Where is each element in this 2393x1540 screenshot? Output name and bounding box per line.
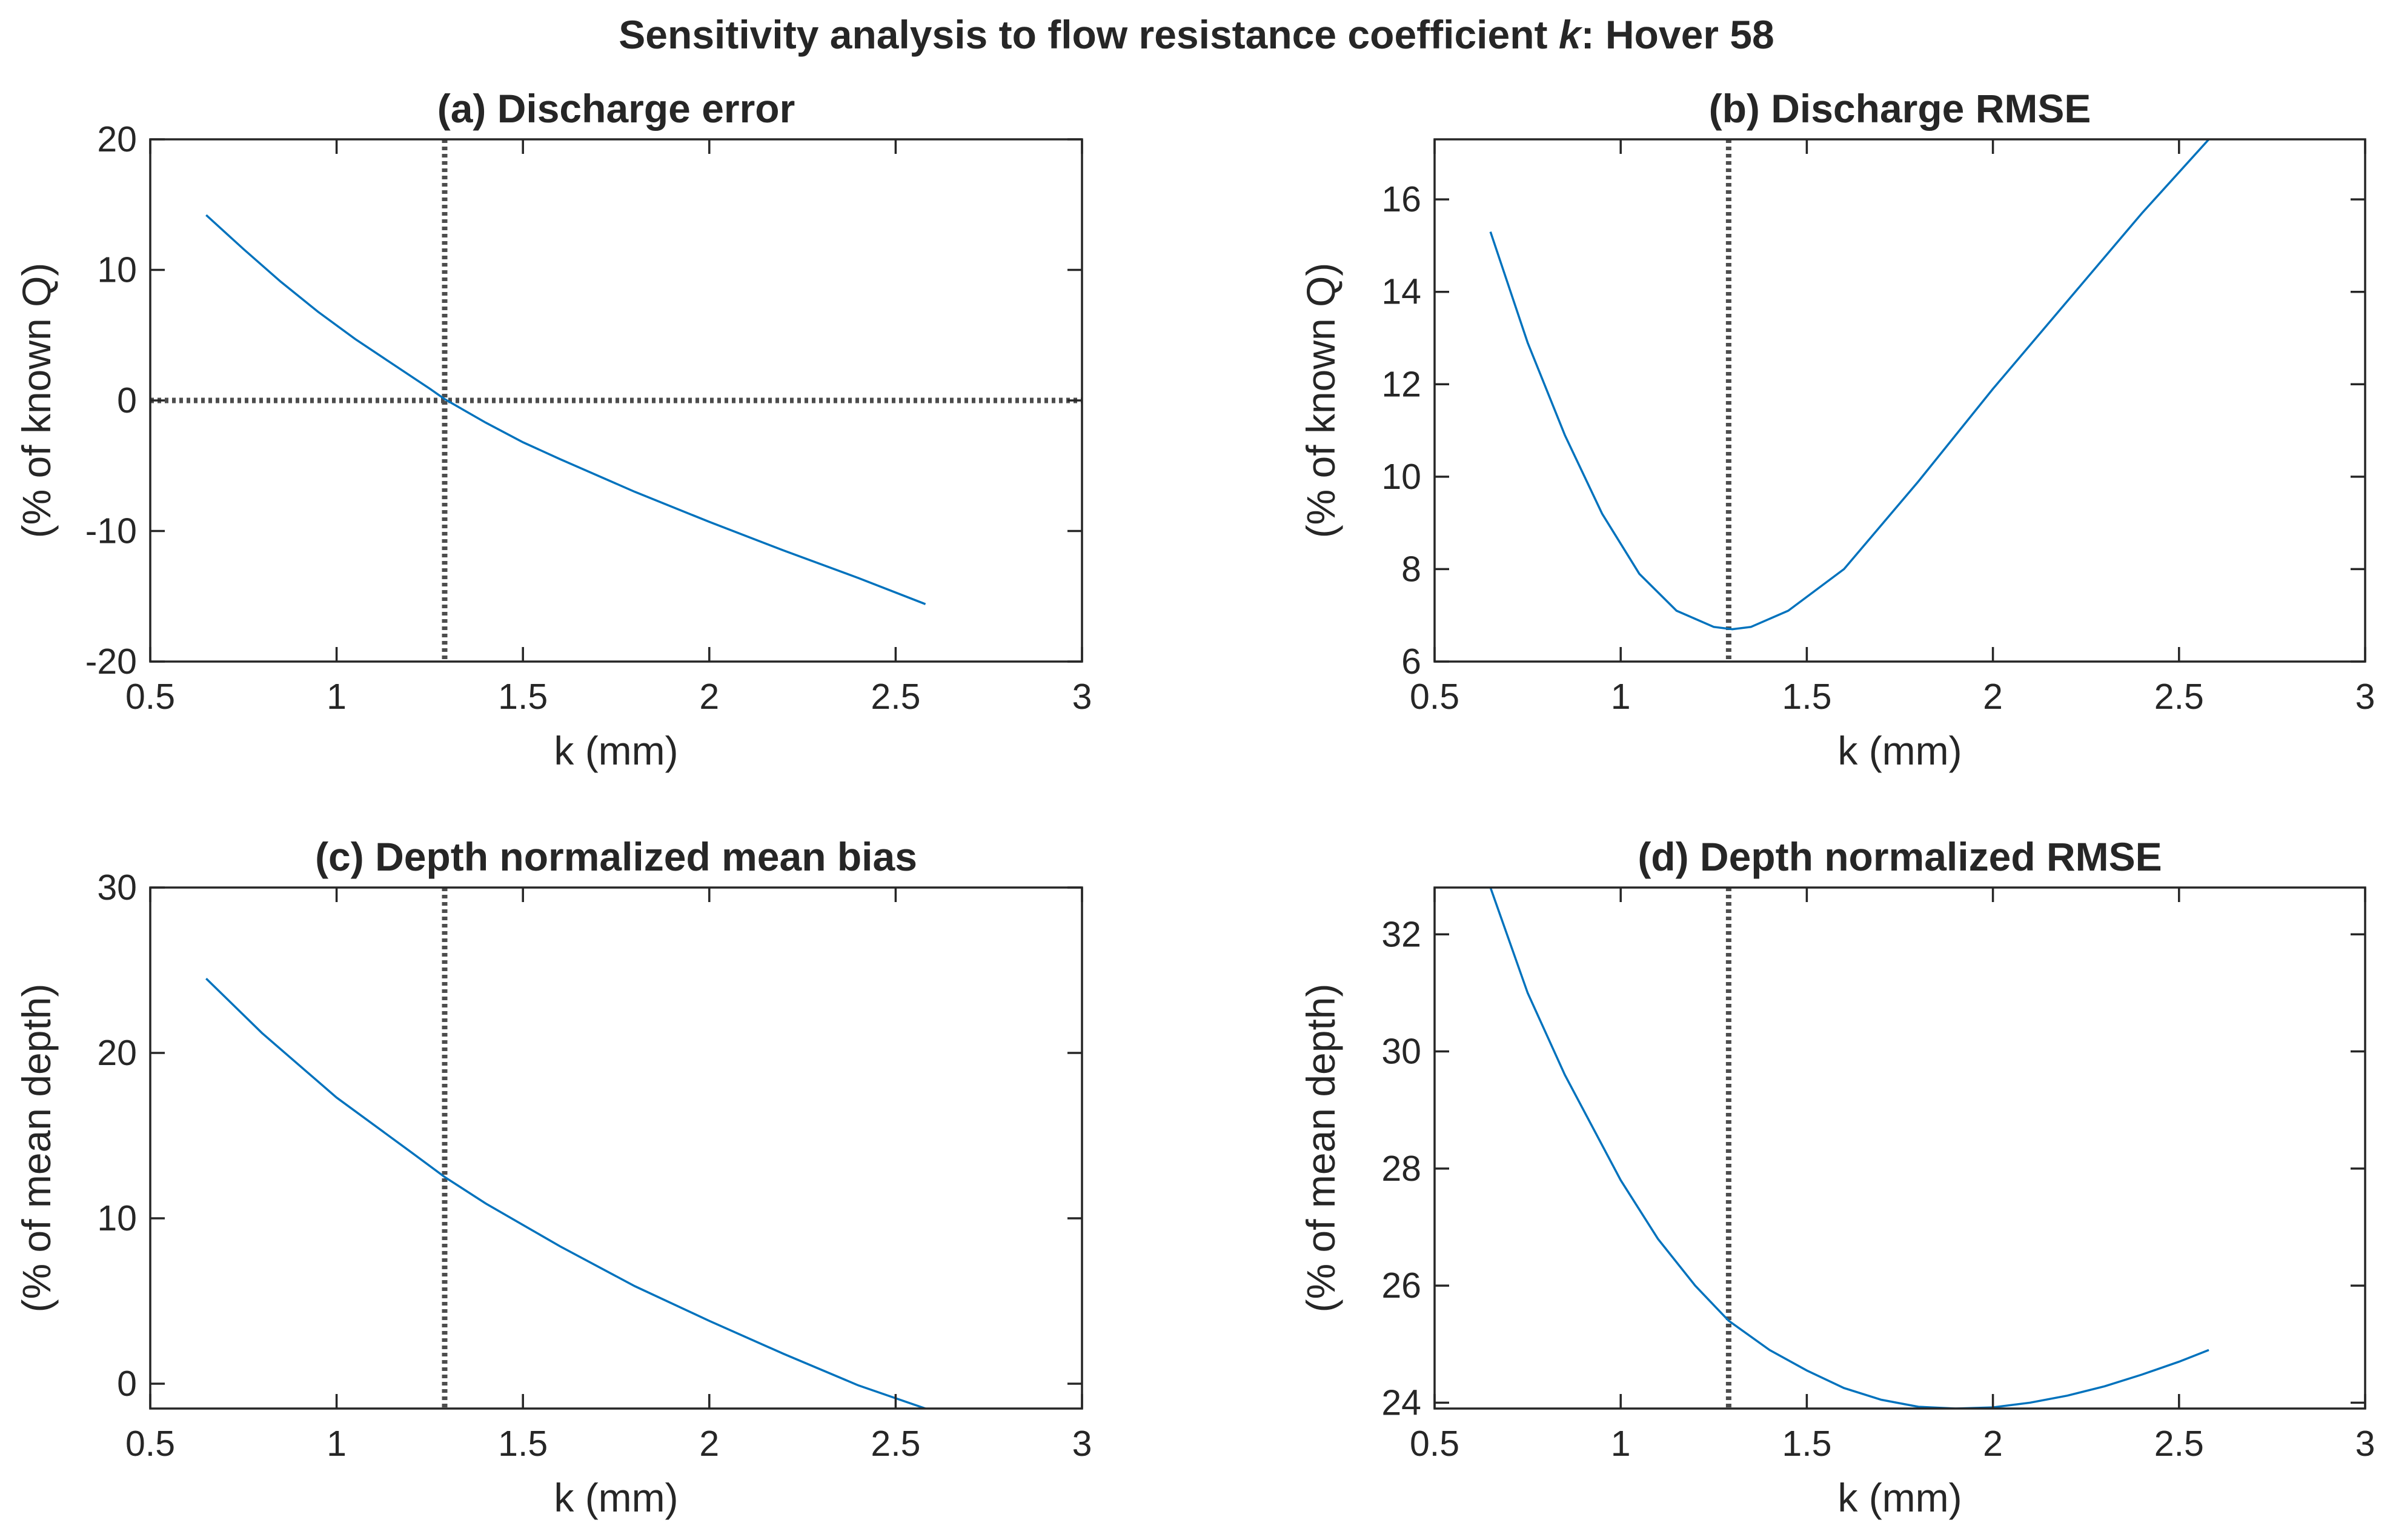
panel-b-axes-frame bbox=[1433, 138, 2366, 663]
panel-b-title: (b) Discharge RMSE bbox=[1709, 86, 2091, 131]
panel-b-xtick-label-3: 2 bbox=[1983, 677, 2003, 717]
panel-b-ytick-label-3: 12 bbox=[1381, 364, 1421, 404]
panel-b-plot-area bbox=[1489, 139, 2210, 662]
panel-c-axes-frame bbox=[149, 886, 1083, 1410]
panel-d: 0.5 1 1.5 2 2.5 3 24 26 28 30 32 (d) Depth normaliz… bbox=[1298, 834, 2375, 1520]
panel-b: 0.5 1 1.5 2 2.5 3 6 8 10 12 14 16 (b) Discharge RMSE… bbox=[1298, 86, 2375, 773]
panel-d-ytick-label-1: 26 bbox=[1381, 1266, 1421, 1306]
panel-b-ytick-label-5: 16 bbox=[1381, 179, 1421, 219]
panel-c-xtick-label-1: 1 bbox=[327, 1424, 347, 1464]
panel-c-series-line-0 bbox=[205, 977, 926, 1409]
panel-c-ylabel: (% of mean depth) bbox=[14, 984, 59, 1313]
panel-a-xtick-label-1: 1 bbox=[327, 677, 347, 717]
panel-a-xtick-label-5: 3 bbox=[1072, 677, 1092, 717]
panel-b-ytick-label-4: 14 bbox=[1381, 272, 1421, 312]
panel-d-ytick-label-0: 24 bbox=[1381, 1382, 1421, 1422]
panel-b-ytick-label-2: 10 bbox=[1381, 457, 1421, 497]
panel-b-ylabel: (% of known Q) bbox=[1298, 263, 1343, 539]
panel-a-xtick-label-3: 2 bbox=[699, 677, 719, 717]
figure-title-suffix: : Hover 58 bbox=[1581, 12, 1774, 57]
panel-a-title: (a) Discharge error bbox=[437, 86, 795, 131]
panel-a-xtick-label-2: 1.5 bbox=[498, 677, 548, 717]
figure-title-prefix: Sensitivity analysis to flow resistance … bbox=[619, 12, 1559, 57]
panel-c-ytick-label-0: 0 bbox=[117, 1364, 137, 1404]
panel-c-xlabel: k (mm) bbox=[554, 1475, 678, 1520]
panel-d-xtick-label-1: 1 bbox=[1611, 1424, 1631, 1464]
panel-d-series-line-0 bbox=[1489, 888, 2209, 1409]
panel-c-plot-area bbox=[205, 888, 926, 1409]
panel-b-xtick-label-4: 2.5 bbox=[2154, 677, 2204, 717]
panel-a-xtick-label-0: 0.5 bbox=[125, 677, 175, 717]
panel-c-xtick-label-2: 1.5 bbox=[498, 1424, 548, 1464]
panel-c-title: (c) Depth normalized mean bias bbox=[315, 834, 917, 879]
panel-d-xtick-label-2: 1.5 bbox=[1782, 1424, 1831, 1464]
panel-b-xtick-label-1: 1 bbox=[1611, 677, 1631, 717]
panel-a-ytick-label-4: 20 bbox=[97, 119, 137, 159]
panel-a-ylabel: (% of known Q) bbox=[14, 263, 59, 539]
panel-c-ytick-label-3: 30 bbox=[97, 868, 137, 908]
panel-b-ytick-label-1: 8 bbox=[1401, 549, 1421, 589]
panel-d-ylabel: (% of mean depth) bbox=[1298, 984, 1343, 1313]
panel-d-axes-frame bbox=[1433, 886, 2366, 1410]
panel-a-series-line-0 bbox=[205, 214, 926, 605]
panel-b-xlabel: k (mm) bbox=[1837, 728, 1962, 773]
panel-c-xtick-label-5: 3 bbox=[1072, 1424, 1092, 1464]
panel-b-xtick-label-5: 3 bbox=[2355, 677, 2375, 717]
panel-c-xtick-label-0: 0.5 bbox=[125, 1424, 175, 1464]
panel-a-xtick-label-4: 2.5 bbox=[871, 677, 920, 717]
panel-a-ytick-label-1: -10 bbox=[85, 511, 137, 551]
panel-d-plot-area bbox=[1489, 888, 2209, 1409]
panel-a-xlabel: k (mm) bbox=[554, 728, 678, 773]
panel-b-ytick-label-0: 6 bbox=[1401, 642, 1421, 682]
figure-title-italic: k bbox=[1559, 12, 1583, 57]
panel-a: 0.5 1 1.5 2 2.5 3 -20 -10 0 10 20 (a) Discharge err… bbox=[14, 86, 1092, 773]
panel-a-ytick-label-0: -20 bbox=[85, 642, 137, 682]
panel-d-xtick-label-5: 3 bbox=[2355, 1424, 2375, 1464]
panel-d-xtick-label-3: 2 bbox=[1983, 1424, 2003, 1464]
panel-c-xtick-label-4: 2.5 bbox=[871, 1424, 920, 1464]
panel-d-ytick-label-2: 28 bbox=[1381, 1149, 1421, 1189]
panel-a-plot-area bbox=[150, 139, 1082, 662]
panel-d-ytick-label-3: 30 bbox=[1381, 1032, 1421, 1072]
panel-b-series-line-0 bbox=[1489, 139, 2210, 631]
panel-d-title: (d) Depth normalized RMSE bbox=[1638, 834, 2162, 879]
panel-d-xtick-label-4: 2.5 bbox=[2154, 1424, 2204, 1464]
panel-a-ytick-label-3: 10 bbox=[97, 250, 137, 290]
panel-d-xlabel: k (mm) bbox=[1837, 1475, 1962, 1520]
panel-c-xtick-label-3: 2 bbox=[699, 1424, 719, 1464]
panel-b-xtick-label-0: 0.5 bbox=[1410, 677, 1459, 717]
panel-c-ytick-label-1: 10 bbox=[97, 1198, 137, 1238]
panel-d-xtick-label-0: 0.5 bbox=[1410, 1424, 1459, 1464]
panel-b-xtick-label-2: 1.5 bbox=[1782, 677, 1831, 717]
figure-title: Sensitivity analysis to flow resistance … bbox=[619, 12, 1774, 57]
panel-c-ytick-label-2: 20 bbox=[97, 1033, 137, 1073]
panel-a-ytick-label-2: 0 bbox=[117, 380, 137, 420]
panel-d-ytick-label-4: 32 bbox=[1381, 914, 1421, 954]
